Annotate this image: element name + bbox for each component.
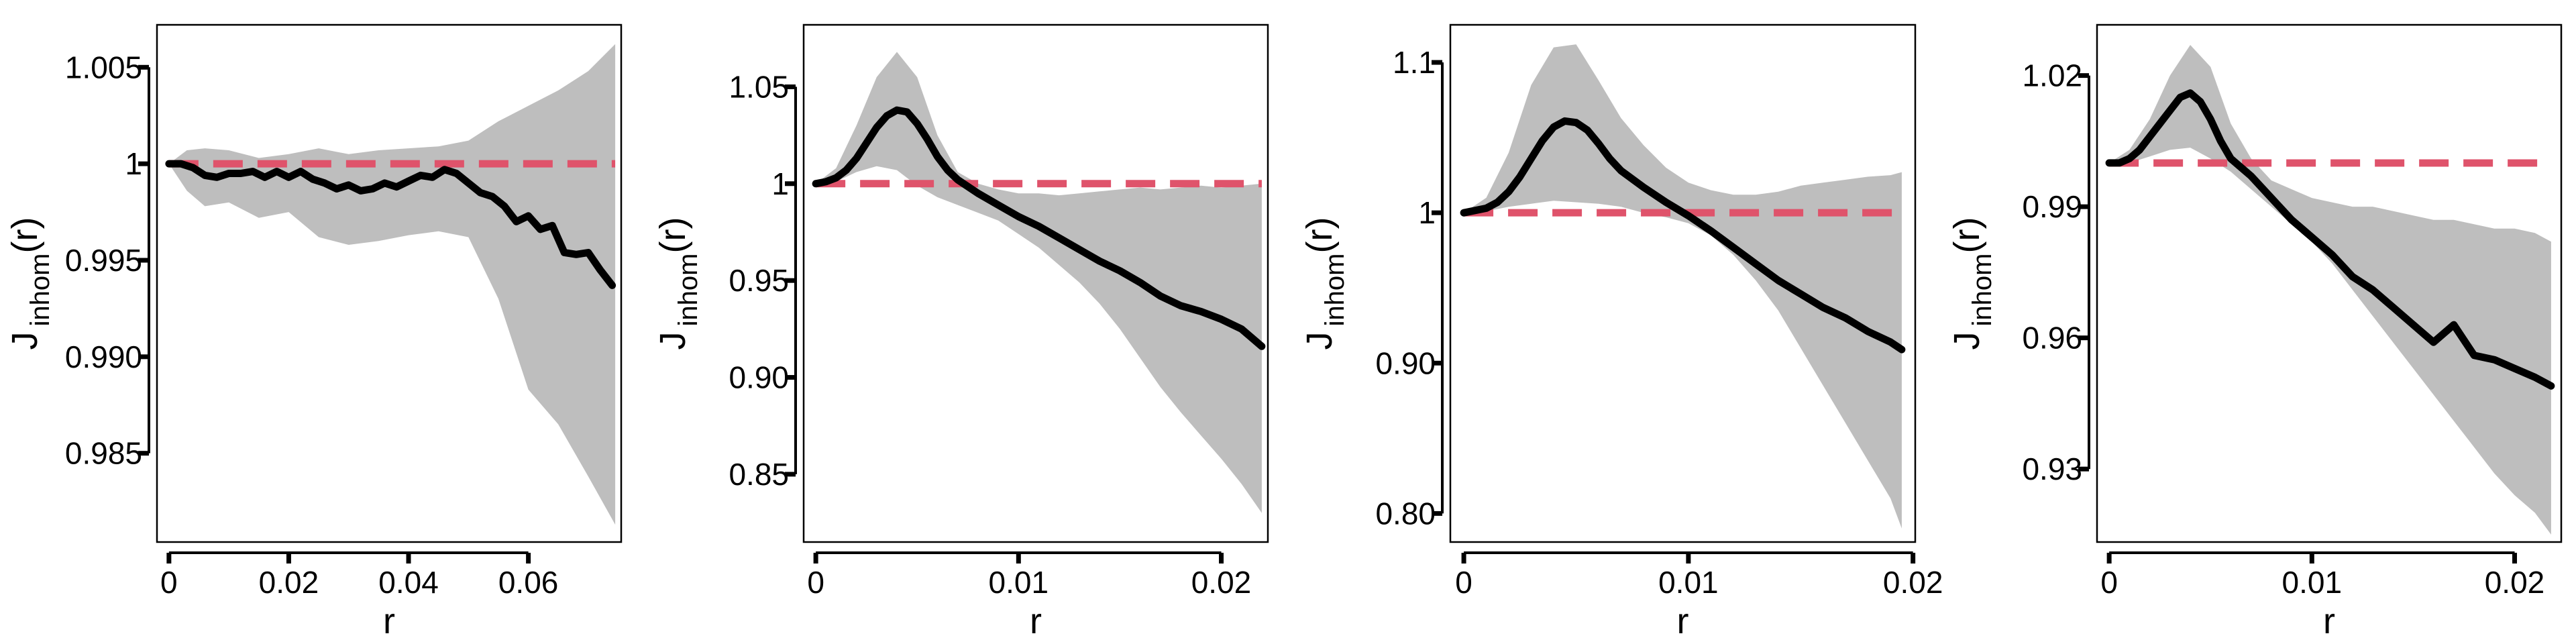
plot-area	[165, 44, 616, 525]
y-axis-title: Jinhom(r)	[653, 217, 703, 350]
y-tick-label: 1.05	[729, 69, 789, 104]
envelope-band	[1464, 44, 1902, 529]
y-axis: 0.985 0.990 0.995 1 1.005 Jinhom(r)	[5, 50, 150, 471]
x-tick-label: 0.02	[2485, 565, 2545, 600]
y-tick-label: 1	[1418, 195, 1436, 230]
plot-frame	[2096, 23, 2563, 543]
x-axis-title: r	[383, 601, 395, 641]
y-tick-label: 1	[771, 166, 789, 201]
y-axis-title: Jinhom(r)	[5, 217, 55, 350]
y-tick-label: 0.80	[1375, 496, 1436, 531]
plot-frame	[1449, 23, 1917, 543]
y-tick-label: 0.93	[2022, 451, 2082, 486]
x-tick-label: 0	[2100, 565, 2118, 600]
y-axis-title: Jinhom(r)	[1947, 217, 1997, 350]
panel-1: 0 0.02 0.04 0.06 r 0.985 0.990 0.995 1 1.005 Jinho…	[5, 23, 623, 641]
x-tick-label: 0.02	[259, 565, 319, 600]
y-axis: 0.93 0.96 0.99 1.02 Jinhom(r)	[1947, 58, 2090, 486]
x-axis-title: r	[2323, 601, 2335, 641]
observed-line	[1460, 117, 1906, 354]
y-tick-label: 0.90	[729, 360, 789, 395]
observed-line	[812, 106, 1266, 350]
y-tick-label: 0.95	[729, 263, 789, 298]
x-axis: 0 0.01 0.02 r	[807, 551, 1252, 641]
x-tick-label: 0.01	[989, 565, 1049, 600]
y-tick-label: 0.90	[1375, 345, 1436, 380]
x-tick-label: 0.01	[1658, 565, 1719, 600]
panel-4: 0 0.01 0.02 r 0.93 0.96 0.99 1.02 Jinhom(r)	[1947, 23, 2563, 641]
y-tick-label: 1.005	[65, 50, 142, 85]
x-axis: 0 0.01 0.02 r	[1455, 551, 1943, 641]
y-tick-label: 0.990	[65, 339, 142, 374]
x-tick-label: 0.02	[1883, 565, 1943, 600]
observed-line	[165, 160, 616, 289]
plot-area	[2105, 45, 2555, 535]
plot-area	[1460, 44, 1906, 529]
x-axis-title: r	[1677, 601, 1689, 641]
panel-3: 0 0.01 0.02 r 0.80 0.90 1 1.1 Jinhom(r)	[1299, 23, 1943, 641]
observed-line	[2105, 89, 2555, 390]
y-tick-label: 1	[125, 146, 142, 181]
x-tick-label: 0.02	[1191, 565, 1252, 600]
y-axis-title: Jinhom(r)	[1299, 217, 1350, 350]
y-tick-label: 0.985	[65, 436, 142, 471]
y-tick-label: 1.1	[1393, 45, 1436, 80]
plot-area	[812, 52, 1266, 513]
x-axis-title: r	[1030, 601, 1042, 641]
plot-frame	[156, 23, 623, 543]
x-axis: 0 0.02 0.04 0.06 r	[160, 551, 559, 641]
y-tick-label: 0.995	[65, 243, 142, 278]
panel-2: 0 0.01 0.02 r 0.85 0.90 0.95 1 1.05 Jinhom(r)	[653, 23, 1269, 641]
envelope-band	[168, 44, 616, 525]
x-tick-label: 0	[160, 565, 178, 600]
x-tick-label: 0.06	[498, 565, 559, 600]
x-axis: 0 0.01 0.02 r	[2100, 551, 2545, 641]
y-tick-label: 0.96	[2022, 321, 2082, 356]
x-tick-label: 0	[807, 565, 824, 600]
x-tick-label: 0	[1455, 565, 1472, 600]
y-axis: 0.80 0.90 1 1.1 Jinhom(r)	[1299, 45, 1444, 531]
y-tick-label: 0.85	[729, 457, 789, 492]
y-tick-label: 0.99	[2022, 189, 2082, 224]
y-tick-label: 1.02	[2022, 58, 2082, 93]
envelope-band	[816, 52, 1262, 513]
y-axis: 0.85 0.90 0.95 1 1.05 Jinhom(r)	[653, 69, 797, 492]
envelope-band	[2109, 45, 2551, 535]
x-tick-label: 0.01	[2282, 565, 2343, 600]
plot-frame	[802, 23, 1269, 543]
x-tick-label: 0.04	[378, 565, 439, 600]
